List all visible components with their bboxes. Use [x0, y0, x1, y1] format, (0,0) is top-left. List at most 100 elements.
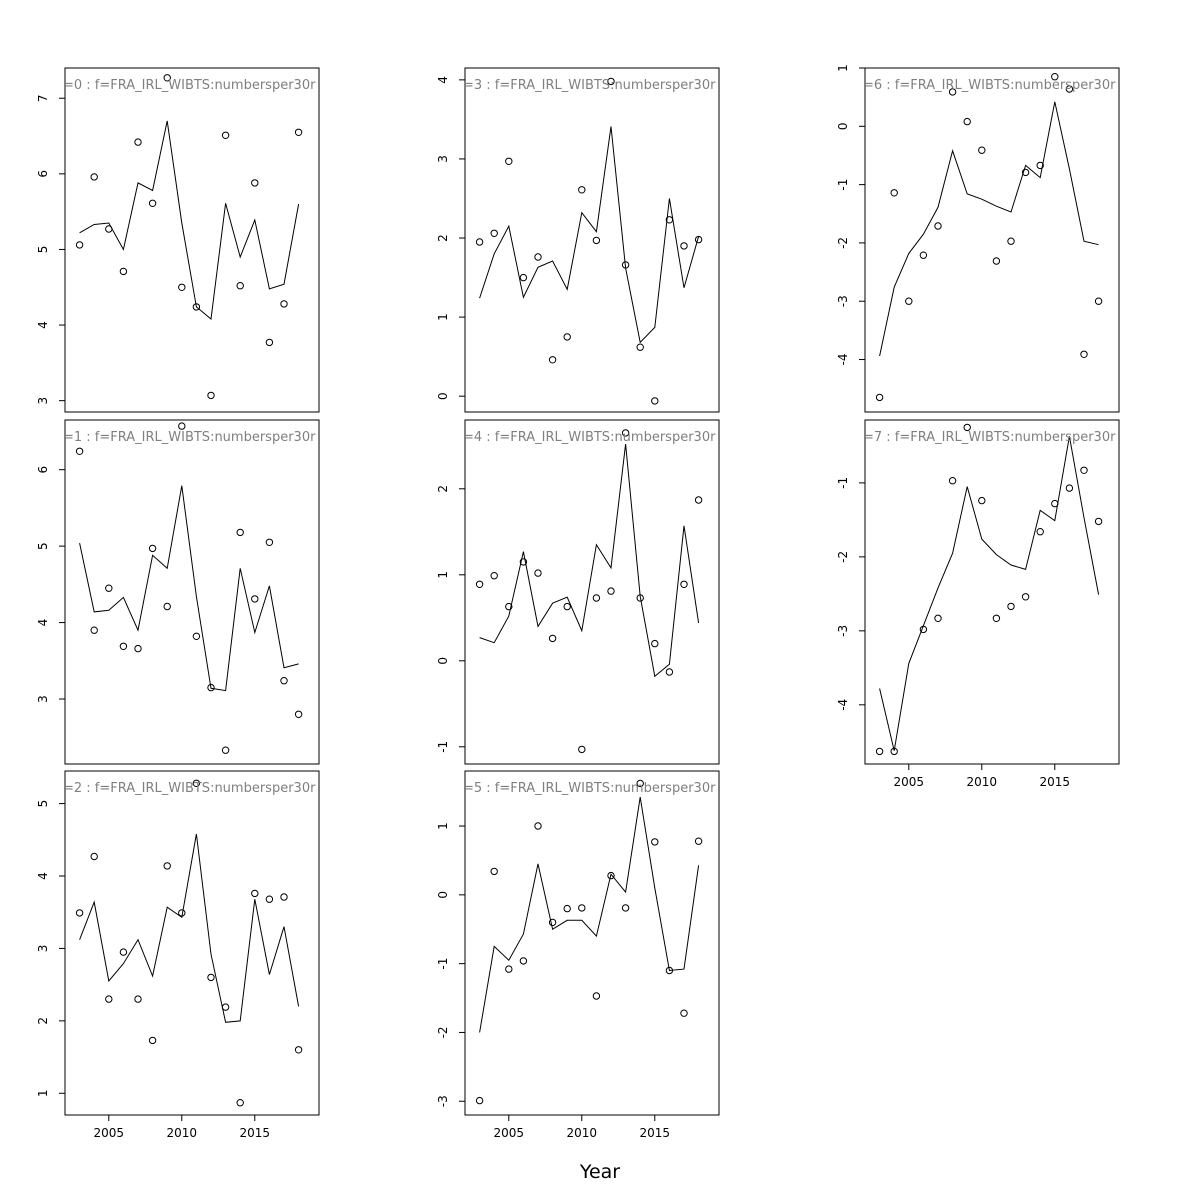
panel-0: 3 4 5 6 7 =0 : f=FRA_IRL_WIBTS:numbersper30r	[36, 67, 320, 413]
y-tick-label: -2	[436, 1026, 450, 1038]
y-tick-label: 5	[36, 246, 50, 254]
panel-label: =2 : f=FRA_IRL_WIBTS:numbersper30r	[63, 781, 316, 796]
y-tick-label: 0	[836, 122, 850, 130]
y-tick-label: -4	[836, 354, 850, 366]
observed-point	[563, 333, 571, 341]
y-tick-label: -2	[836, 551, 850, 563]
panel-label: =5 : f=FRA_IRL_WIBTS:numbersper30r	[463, 781, 716, 796]
observed-point	[221, 131, 230, 140]
observed-point	[607, 587, 615, 595]
y-tick-label: -1	[836, 477, 850, 489]
observed-point	[294, 128, 303, 137]
observed-point	[119, 267, 128, 276]
observed-point	[592, 236, 601, 245]
observed-point	[178, 283, 186, 291]
observed-point	[1094, 297, 1103, 305]
panel-label: =1 : f=FRA_IRL_WIBTS:numbersper30r	[63, 430, 316, 445]
observed-point	[621, 429, 630, 437]
observed-point	[548, 356, 557, 364]
observed-point	[919, 625, 928, 634]
panel-frame	[864, 67, 1120, 413]
panel-label: =3 : f=FRA_IRL_WIBTS:numbersper30r	[463, 78, 716, 93]
observed-point	[992, 257, 1001, 265]
observed-point	[548, 634, 557, 643]
observed-point	[948, 88, 957, 96]
plot-area: =2 : f=FRA_IRL_WIBTS:numbersper30r	[63, 779, 316, 1107]
observed-point	[490, 867, 498, 876]
panel-2: 1 2 3 4 5 2005 2010 2015 =2 : f=FRA_IRL_WIBTS:nu…	[36, 770, 320, 1140]
observed-point	[475, 1096, 484, 1105]
observed-point	[192, 632, 201, 640]
observed-point	[875, 747, 884, 756]
observed-point	[207, 683, 215, 692]
y-tick-label: 3	[36, 945, 50, 953]
observed-point	[265, 538, 274, 546]
observed-point	[651, 639, 659, 648]
observed-point	[163, 602, 171, 611]
observed-point	[978, 146, 986, 154]
observed-point	[207, 391, 215, 400]
observed-point	[651, 397, 659, 405]
observed-point	[1051, 499, 1059, 508]
observed-point	[534, 569, 542, 577]
observed-point	[75, 909, 84, 917]
fitted-line	[479, 126, 700, 344]
x-tick-label: 2005	[494, 1126, 525, 1140]
observed-point	[475, 580, 484, 588]
plot-area: =1 : f=FRA_IRL_WIBTS:numbersper30r	[63, 422, 316, 754]
fitted-line	[479, 444, 700, 678]
observed-point	[475, 238, 484, 246]
observed-point	[280, 677, 288, 685]
panel-frame	[64, 67, 320, 413]
y-tick-label: 6	[36, 466, 50, 474]
y-tick-label: 4	[436, 76, 450, 84]
observed-point	[134, 138, 142, 146]
observed-point	[148, 199, 157, 208]
observed-point	[251, 179, 259, 187]
observed-point	[1007, 602, 1015, 611]
observed-point	[978, 496, 986, 505]
observed-point	[665, 216, 674, 224]
observed-point	[680, 242, 688, 250]
y-tick-label: -3	[436, 1095, 450, 1107]
observed-point	[1021, 593, 1030, 601]
observed-point	[1036, 161, 1044, 170]
observed-point	[192, 303, 201, 311]
observed-point	[280, 893, 288, 901]
y-tick-label: 2	[436, 485, 450, 493]
observed-point	[75, 447, 84, 455]
observed-point	[934, 614, 942, 622]
observed-point	[148, 1036, 157, 1045]
observed-point	[119, 948, 128, 956]
observed-point	[592, 992, 601, 1000]
y-tick-label: -3	[836, 295, 850, 307]
fitted-line	[79, 485, 299, 692]
fitted-line	[879, 101, 1099, 357]
observed-point	[90, 852, 98, 861]
observed-point	[665, 668, 674, 676]
y-tick-label: 0	[436, 392, 450, 400]
plot-area: =3 : f=FRA_IRL_WIBTS:numbersper30r	[463, 77, 716, 405]
observed-point	[490, 572, 498, 580]
observed-point	[505, 965, 513, 973]
observed-point	[680, 1009, 688, 1017]
y-tick-label: 7	[36, 94, 50, 102]
observed-point	[178, 909, 186, 917]
panel-4: -1 0 1 2 =4 : f=FRA_IRL_WIBTS:numbersper30r	[436, 419, 720, 765]
observed-point	[1065, 85, 1074, 93]
observed-point	[90, 626, 98, 634]
y-tick-label: 1	[36, 1089, 50, 1097]
observed-point	[134, 644, 142, 653]
observed-point	[265, 338, 274, 347]
observed-point	[519, 273, 528, 282]
y-tick-label: 5	[36, 542, 50, 550]
observed-point	[905, 297, 913, 305]
observed-point	[1080, 350, 1088, 358]
observed-point	[519, 957, 528, 965]
y-tick-label: 4	[36, 872, 50, 880]
observed-point	[178, 422, 186, 430]
plot-area: =0 : f=FRA_IRL_WIBTS:numbersper30r	[65, 74, 316, 400]
fitted-line	[879, 436, 1100, 751]
fitted-line	[479, 797, 700, 1033]
